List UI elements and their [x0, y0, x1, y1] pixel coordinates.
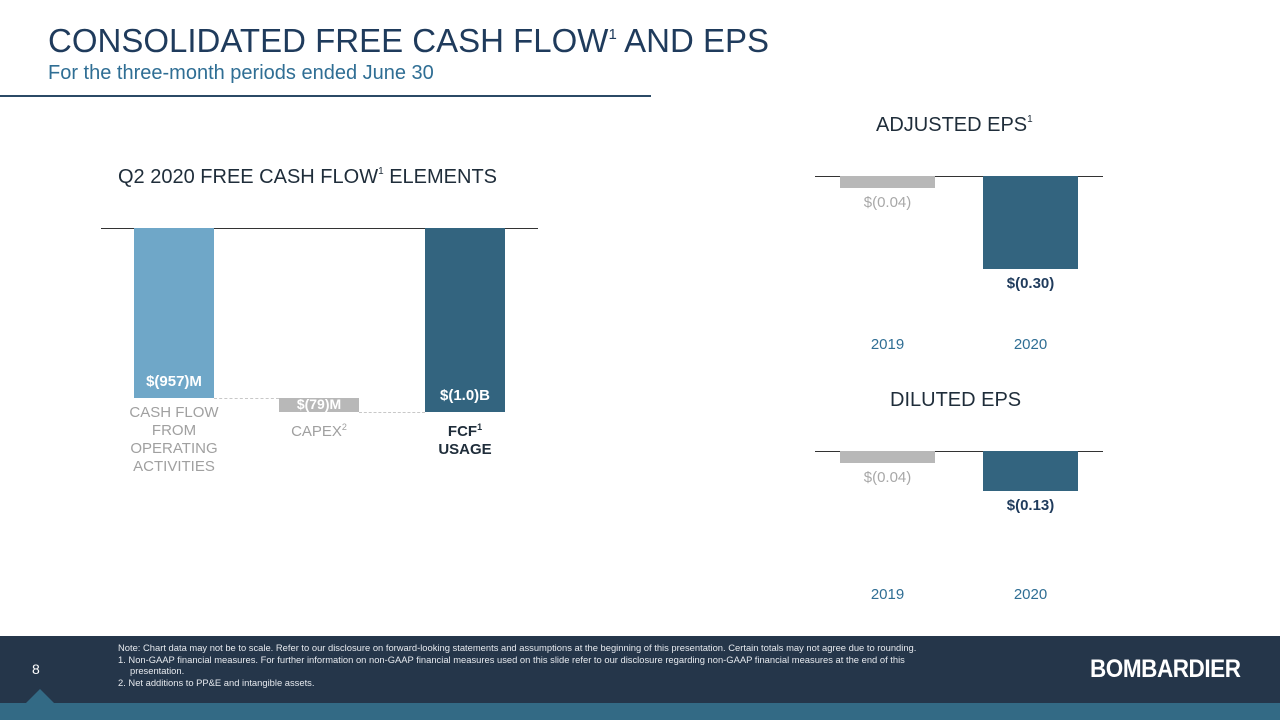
eps-axis-2	[815, 451, 1103, 452]
fcf-category-label-0: CASH FLOW FROM OPERATING ACTIVITIES	[114, 404, 234, 476]
fcf-data-label-2: $(1.0)B	[439, 387, 491, 405]
category-sup: 2	[341, 422, 347, 433]
footnotes: Note: Chart data may not be to scale. Re…	[118, 642, 1048, 688]
category-sup: 1	[477, 422, 483, 433]
diluted-eps-title: DILUTED EPS	[890, 389, 1022, 411]
eps-bar-1-0	[840, 176, 935, 189]
adjusted-eps-title-text: ADJUSTED EPS	[876, 114, 1028, 136]
title-footnote: 1	[608, 26, 617, 43]
fcf-data-label-0: $(957)M	[146, 373, 202, 390]
category-line: USAGE	[438, 441, 492, 459]
fcf-title-sup: 1	[378, 166, 384, 177]
category-line: FROM	[151, 422, 197, 439]
fcf-title-text: Q2 2020 FREE CASH FLOW	[118, 166, 379, 188]
category-line: OPERATING	[130, 440, 218, 457]
eps-category-label-2-1: 2020	[1013, 586, 1048, 603]
title-text: CONSOLIDATED FREE CASH FLOW	[48, 22, 609, 59]
eps-bar-1-1	[983, 176, 1078, 269]
page-subtitle: For the three-month periods ended June 3…	[48, 62, 434, 84]
fcf-title-end: ELEMENTS	[383, 166, 497, 188]
page-title: CONSOLIDATED FREE CASH FLOW1 AND EPS	[48, 22, 769, 60]
title-divider	[0, 95, 651, 97]
eps-data-label-1-0: $(0.04)	[863, 194, 912, 212]
category-line: FCF1	[447, 422, 483, 441]
eps-data-label-2-0: $(0.04)	[863, 469, 912, 487]
eps-axis-1	[815, 176, 1103, 177]
fcf-data-label-1: $(79)M	[296, 396, 342, 412]
page-number: 8	[32, 661, 40, 677]
eps-category-label-1-0: 2019	[870, 336, 905, 353]
footnote-1-cont: presentation.	[130, 665, 185, 677]
eps-category-label-1-1: 2020	[1013, 336, 1048, 353]
category-line: CASH FLOW	[129, 404, 219, 421]
fcf-category-label-1: CAPEX2	[259, 418, 379, 441]
footer-band	[0, 703, 1280, 720]
adjusted-eps-title: ADJUSTED EPS1	[876, 114, 1033, 137]
note: Note: Chart data may not be to scale. Re…	[118, 642, 917, 653]
fcf-connector-0	[214, 398, 279, 399]
fcf-chart-title: Q2 2020 FREE CASH FLOW1 ELEMENTS	[118, 166, 497, 189]
fcf-bar-1	[279, 398, 359, 413]
fcf-category-label-2: FCF1 USAGE	[405, 418, 525, 459]
category-line: ACTIVITIES	[133, 458, 215, 475]
fcf-bar-2	[425, 228, 505, 413]
footnote-1: 1. Non-GAAP financial measures. For furt…	[118, 653, 905, 665]
footer-notch	[26, 689, 54, 703]
adjusted-eps-title-sup: 1	[1027, 114, 1033, 125]
fcf-axis	[101, 228, 538, 229]
eps-category-label-2-0: 2019	[870, 586, 905, 603]
title-text-end: AND EPS	[616, 22, 770, 59]
fcf-bar-0	[134, 228, 214, 398]
footer	[0, 636, 1280, 703]
footnote-2: 2. Net additions to PP&E and intangible …	[118, 676, 315, 688]
category-line: CAPEX2	[291, 422, 347, 441]
eps-bar-2-0	[840, 451, 935, 464]
fcf-connector-1	[359, 412, 425, 414]
eps-bar-2-1	[983, 451, 1078, 492]
eps-data-label-1-1: $(0.30)	[1006, 275, 1055, 292]
eps-data-label-2-1: $(0.13)	[1006, 497, 1055, 515]
bombardier-logo: BOMBARDIER	[1090, 655, 1241, 683]
